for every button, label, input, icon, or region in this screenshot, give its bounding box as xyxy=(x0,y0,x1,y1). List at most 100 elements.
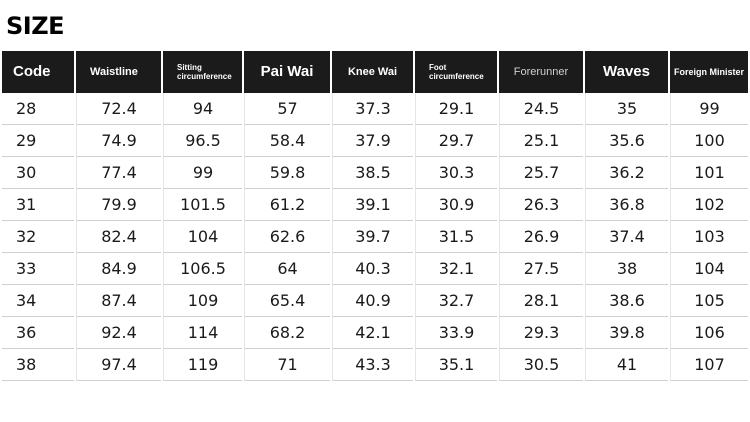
cell-waves: 39.8 xyxy=(585,317,668,349)
table-header: Code Waistline Sitting circumference Pai… xyxy=(2,51,748,93)
cell-waves: 35.6 xyxy=(585,125,668,157)
cell-forerunner: 25.1 xyxy=(499,125,583,157)
cell-pai-wai: 58.4 xyxy=(244,125,330,157)
cell-waistline: 97.4 xyxy=(76,349,161,381)
table-row: 36 92.4 114 68.2 42.1 33.9 29.3 39.8 106 xyxy=(2,317,748,349)
cell-sitting-circumference: 109 xyxy=(163,285,242,317)
cell-waistline: 77.4 xyxy=(76,157,161,189)
cell-waves: 35 xyxy=(585,93,668,125)
header-pai-wai: Pai Wai xyxy=(244,51,330,93)
cell-code: 33 xyxy=(2,253,74,285)
cell-sitting-circumference: 106.5 xyxy=(163,253,242,285)
cell-forerunner: 30.5 xyxy=(499,349,583,381)
cell-forerunner: 28.1 xyxy=(499,285,583,317)
cell-foot-circumference: 29.7 xyxy=(415,125,497,157)
table-row: 33 84.9 106.5 64 40.3 32.1 27.5 38 104 xyxy=(2,253,748,285)
cell-foot-circumference: 30.3 xyxy=(415,157,497,189)
cell-foot-circumference: 32.7 xyxy=(415,285,497,317)
cell-sitting-circumference: 101.5 xyxy=(163,189,242,221)
cell-pai-wai: 71 xyxy=(244,349,330,381)
cell-forerunner: 24.5 xyxy=(499,93,583,125)
cell-forerunner: 26.3 xyxy=(499,189,583,221)
cell-waistline: 72.4 xyxy=(76,93,161,125)
header-foot-circumference: Foot circumference xyxy=(415,51,497,93)
cell-knee-wai: 37.3 xyxy=(332,93,413,125)
cell-code: 29 xyxy=(2,125,74,157)
cell-code: 30 xyxy=(2,157,74,189)
cell-forerunner: 25.7 xyxy=(499,157,583,189)
table-row: 34 87.4 109 65.4 40.9 32.7 28.1 38.6 105 xyxy=(2,285,748,317)
table-row: 31 79.9 101.5 61.2 39.1 30.9 26.3 36.8 102 xyxy=(2,189,748,221)
cell-sitting-circumference: 94 xyxy=(163,93,242,125)
cell-pai-wai: 61.2 xyxy=(244,189,330,221)
table-row: 30 77.4 99 59.8 38.5 30.3 25.7 36.2 101 xyxy=(2,157,748,189)
cell-knee-wai: 38.5 xyxy=(332,157,413,189)
header-waves: Waves xyxy=(585,51,668,93)
cell-waves: 41 xyxy=(585,349,668,381)
cell-pai-wai: 57 xyxy=(244,93,330,125)
table-row: 28 72.4 94 57 37.3 29.1 24.5 35 99 xyxy=(2,93,748,125)
header-sitting-circumference: Sitting circumference xyxy=(163,51,242,93)
cell-code: 32 xyxy=(2,221,74,253)
cell-foot-circumference: 31.5 xyxy=(415,221,497,253)
cell-forerunner: 29.3 xyxy=(499,317,583,349)
cell-sitting-circumference: 96.5 xyxy=(163,125,242,157)
size-chart-table: Code Waistline Sitting circumference Pai… xyxy=(0,51,750,381)
cell-sitting-circumference: 119 xyxy=(163,349,242,381)
cell-knee-wai: 39.1 xyxy=(332,189,413,221)
cell-foreign-minister: 104 xyxy=(670,253,748,285)
cell-foreign-minister: 105 xyxy=(670,285,748,317)
cell-knee-wai: 42.1 xyxy=(332,317,413,349)
header-knee-wai: Knee Wai xyxy=(332,51,413,93)
header-code: Code xyxy=(2,51,74,93)
cell-foot-circumference: 33.9 xyxy=(415,317,497,349)
cell-foot-circumference: 30.9 xyxy=(415,189,497,221)
table-row: 29 74.9 96.5 58.4 37.9 29.7 25.1 35.6 100 xyxy=(2,125,748,157)
cell-foreign-minister: 107 xyxy=(670,349,748,381)
cell-waistline: 84.9 xyxy=(76,253,161,285)
cell-waves: 36.2 xyxy=(585,157,668,189)
cell-foreign-minister: 99 xyxy=(670,93,748,125)
cell-waves: 36.8 xyxy=(585,189,668,221)
cell-knee-wai: 39.7 xyxy=(332,221,413,253)
cell-knee-wai: 43.3 xyxy=(332,349,413,381)
cell-waves: 38.6 xyxy=(585,285,668,317)
cell-foreign-minister: 102 xyxy=(670,189,748,221)
cell-waistline: 74.9 xyxy=(76,125,161,157)
cell-foot-circumference: 29.1 xyxy=(415,93,497,125)
cell-waves: 37.4 xyxy=(585,221,668,253)
cell-foreign-minister: 100 xyxy=(670,125,748,157)
cell-foot-circumference: 32.1 xyxy=(415,253,497,285)
cell-forerunner: 27.5 xyxy=(499,253,583,285)
cell-pai-wai: 65.4 xyxy=(244,285,330,317)
cell-waistline: 82.4 xyxy=(76,221,161,253)
cell-pai-wai: 68.2 xyxy=(244,317,330,349)
table-row: 38 97.4 119 71 43.3 35.1 30.5 41 107 xyxy=(2,349,748,381)
cell-sitting-circumference: 104 xyxy=(163,221,242,253)
cell-pai-wai: 59.8 xyxy=(244,157,330,189)
cell-code: 28 xyxy=(2,93,74,125)
cell-knee-wai: 37.9 xyxy=(332,125,413,157)
cell-pai-wai: 64 xyxy=(244,253,330,285)
header-waistline: Waistline xyxy=(76,51,161,93)
cell-knee-wai: 40.9 xyxy=(332,285,413,317)
cell-foreign-minister: 106 xyxy=(670,317,748,349)
cell-code: 36 xyxy=(2,317,74,349)
page-title: SIZE xyxy=(6,12,65,40)
cell-knee-wai: 40.3 xyxy=(332,253,413,285)
cell-waistline: 79.9 xyxy=(76,189,161,221)
table-body: 28 72.4 94 57 37.3 29.1 24.5 35 99 29 74.9 96.5 58.4… xyxy=(2,93,748,381)
cell-waves: 38 xyxy=(585,253,668,285)
cell-waistline: 92.4 xyxy=(76,317,161,349)
cell-sitting-circumference: 99 xyxy=(163,157,242,189)
cell-foreign-minister: 101 xyxy=(670,157,748,189)
cell-code: 38 xyxy=(2,349,74,381)
table-row: 32 82.4 104 62.6 39.7 31.5 26.9 37.4 103 xyxy=(2,221,748,253)
cell-code: 31 xyxy=(2,189,74,221)
cell-waistline: 87.4 xyxy=(76,285,161,317)
cell-foreign-minister: 103 xyxy=(670,221,748,253)
header-foreign-minister: Foreign Minister xyxy=(670,51,748,93)
cell-code: 34 xyxy=(2,285,74,317)
cell-sitting-circumference: 114 xyxy=(163,317,242,349)
cell-pai-wai: 62.6 xyxy=(244,221,330,253)
